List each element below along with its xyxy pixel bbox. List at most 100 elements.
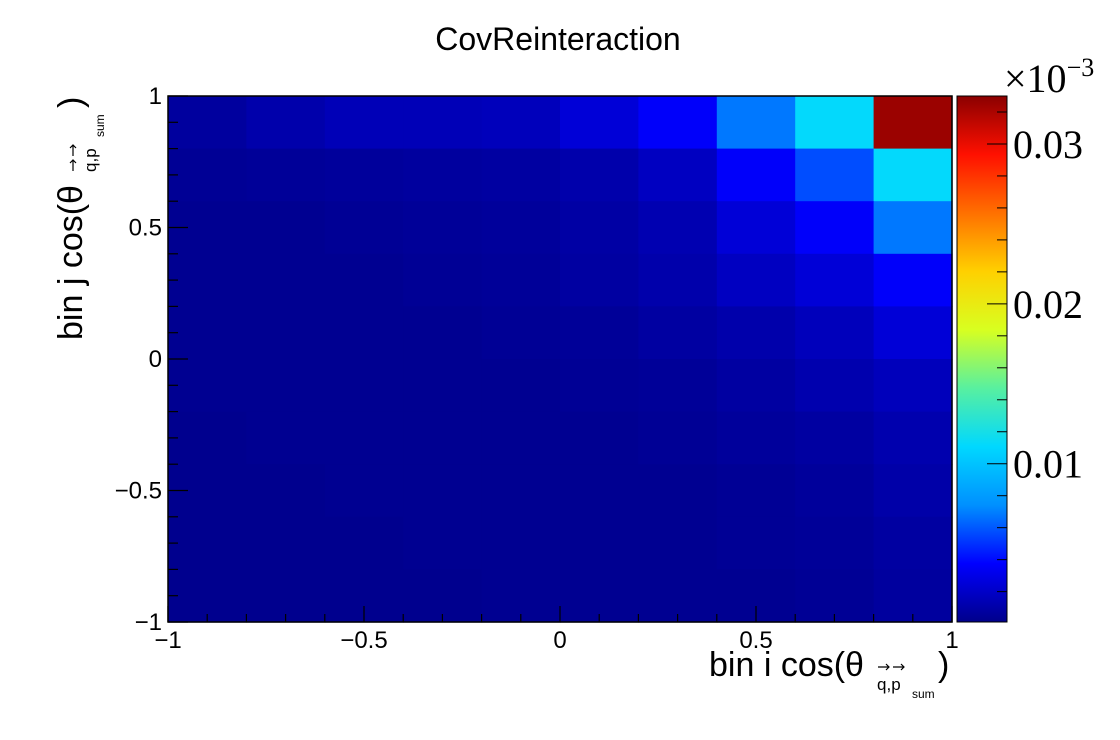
heatmap-cell [324, 359, 404, 413]
heatmap-cell [324, 464, 404, 518]
heatmap-cell [246, 464, 326, 518]
heatmap-cell [638, 148, 718, 202]
heatmap-cell [246, 516, 326, 570]
y-tick-label: −0.5 [115, 478, 162, 505]
y-axis-title-sub-sep: , [81, 158, 100, 163]
heatmap-cell [246, 148, 326, 202]
heatmap-cell [403, 411, 483, 465]
y-tick-label: −1 [135, 609, 162, 636]
heatmap-cell [481, 253, 561, 307]
heatmap-cell [324, 96, 404, 150]
heatmap-cell [481, 464, 561, 518]
svg-text:q,p: q,p [81, 148, 100, 172]
heatmap-cell [873, 201, 953, 255]
heatmap-cell [403, 306, 483, 360]
heatmap-cell [168, 96, 247, 150]
y-axis-arrows [69, 144, 77, 171]
heatmap-cell [638, 201, 718, 255]
heatmap-cell [246, 201, 326, 255]
heatmap-cell [795, 359, 875, 413]
y-axis-title-suffix: ) [52, 97, 90, 108]
heatmap-cell [481, 148, 561, 202]
heatmap-cell [324, 253, 404, 307]
colorbar-tick-label: 0.03 [1013, 122, 1083, 167]
y-tick-label: 0 [149, 346, 162, 373]
heatmap-cell [324, 148, 404, 202]
y-axis: −1 −0.5 0 0.5 1 [115, 83, 188, 636]
heatmap-cell [638, 96, 718, 150]
heatmap-cell [168, 253, 247, 307]
heatmap-cell [873, 148, 953, 202]
heatmap-cell [716, 359, 796, 413]
colorbar-exponent-base: ×10 [1004, 56, 1067, 101]
heatmap-cell [168, 148, 247, 202]
heatmap-cell [873, 464, 953, 518]
heatmap-cell [560, 359, 639, 413]
heatmap-cell [481, 411, 561, 465]
colorbar-exponent: ×10−3 [1004, 53, 1094, 101]
heatmap-cell [246, 96, 326, 150]
heatmap-cell [716, 201, 796, 255]
colorbar [956, 95, 1008, 623]
heatmap-cell [795, 96, 875, 150]
heatmap-cell [716, 96, 796, 150]
heatmap-cell [481, 359, 561, 413]
heatmap-cell [246, 359, 326, 413]
heatmap-cell [246, 411, 326, 465]
heatmap-cell [560, 148, 639, 202]
heatmap-cell [716, 148, 796, 202]
heatmap-cell [638, 359, 718, 413]
heatmap-cell [403, 569, 483, 623]
x-axis-title: bin i cos(θ q,p sum ) [709, 646, 949, 701]
svg-text:q,p: q,p [877, 675, 901, 694]
heatmap-cell [168, 569, 247, 623]
x-axis-title-sub-p: p [891, 675, 900, 694]
heatmap-cell [638, 516, 718, 570]
heatmap-cell [246, 253, 326, 307]
heatmap-cell [560, 253, 639, 307]
x-axis-title-sub-sep: , [886, 675, 891, 694]
heatmap-cell [795, 464, 875, 518]
svg-text:bin j cos(θ: bin j cos(θ [52, 185, 90, 340]
heatmap-cell [324, 306, 404, 360]
heatmap-cell [560, 306, 639, 360]
x-axis-title-suffix: ) [938, 646, 949, 684]
y-tick-label: 0.5 [129, 215, 162, 242]
heatmap-cell [168, 411, 247, 465]
y-axis-title: bin j cos(θ q,p sum ) [52, 97, 107, 340]
colorbar-tick-label: 0.02 [1013, 282, 1083, 327]
heatmap-cell [638, 569, 718, 623]
heatmap-cell [481, 516, 561, 570]
y-axis-title-sub-q: q [81, 163, 100, 172]
x-tick-label: 0.5 [739, 627, 772, 654]
heatmap-cell [873, 569, 953, 623]
heatmap-cell [560, 464, 639, 518]
heatmap-cell [716, 253, 796, 307]
heatmap-cell [638, 306, 718, 360]
x-axis: −1 −0.5 0 0.5 1 [154, 606, 959, 654]
heatmap-cell [873, 411, 953, 465]
x-tick-label: 0 [553, 627, 566, 654]
heatmap-cell [873, 359, 953, 413]
heatmap-cell [795, 201, 875, 255]
heatmap-cell [403, 253, 483, 307]
heatmap-cell [246, 306, 326, 360]
heatmap-cell [716, 464, 796, 518]
heatmap-cell [168, 359, 247, 413]
x-tick-label: −0.5 [340, 627, 387, 654]
heatmap-cell [168, 516, 247, 570]
x-tick-label: −1 [154, 627, 181, 654]
y-tick-label: 1 [149, 83, 162, 110]
heatmap-cell [403, 359, 483, 413]
x-axis-title-prefix: bin i cos(θ [709, 646, 864, 684]
heatmap-cell [324, 201, 404, 255]
heatmap-cell [403, 516, 483, 570]
heatmap-cell [638, 253, 718, 307]
heatmap-cell [481, 96, 561, 150]
x-axis-arrows [878, 663, 905, 671]
heatmap-cell [246, 569, 326, 623]
heatmap-cell [403, 148, 483, 202]
heatmap-cell [403, 201, 483, 255]
heatmap-cell [716, 306, 796, 360]
